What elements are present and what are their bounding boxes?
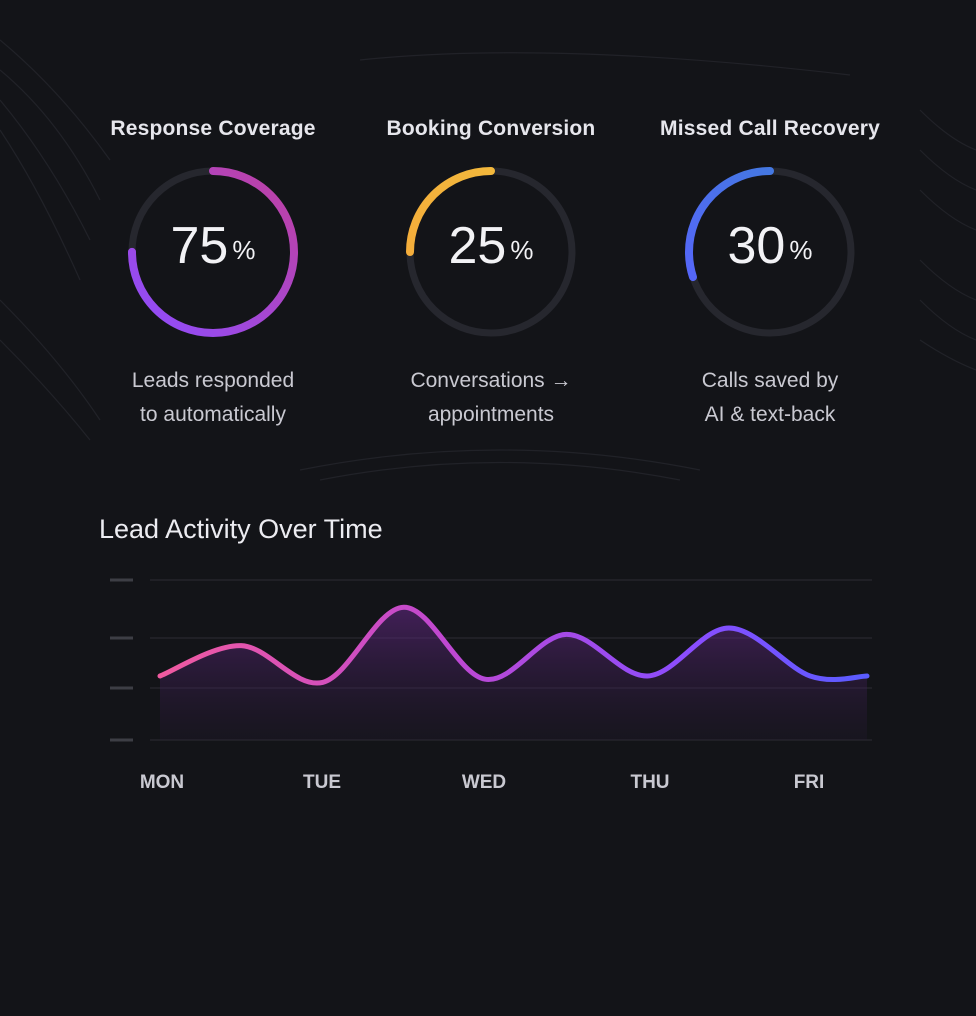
x-axis-labels: MON TUE WED THU FRI — [140, 772, 824, 793]
metric-description-line2: AI & text-back — [704, 403, 836, 426]
ring-svg — [406, 167, 576, 337]
metric-value: 75% — [123, 216, 303, 276]
metric-description: Conversations → appointments — [351, 364, 631, 432]
metric-booking-conversion: Booking Conversion 25% Conversations → a… — [351, 112, 631, 432]
series-area — [160, 607, 867, 740]
metric-description: Calls saved by AI & text-back — [630, 364, 910, 432]
metric-value-number: 30 — [727, 217, 786, 275]
lead-activity-chart: MON TUE WED THU FRI — [110, 578, 872, 793]
metric-value-unit: % — [510, 235, 534, 265]
metric-description-line1: Conversations → — [410, 369, 572, 392]
x-axis-label: TUE — [303, 772, 341, 793]
metric-value-unit: % — [789, 235, 813, 265]
x-axis-label: THU — [630, 772, 669, 793]
metric-missed-call-recovery: Missed Call Recovery 30% Calls saved by … — [630, 112, 910, 432]
progress-ring: 30% — [680, 162, 860, 342]
ring-progress-arc — [128, 167, 298, 337]
x-axis-label: MON — [140, 772, 184, 793]
metric-value-number: 75 — [170, 217, 229, 275]
series-line — [157, 604, 870, 686]
metric-title: Missed Call Recovery — [660, 117, 880, 140]
metric-value: 30% — [680, 216, 860, 276]
metric-description-line1: Leads responded — [131, 369, 295, 392]
ring-progress-arc — [406, 167, 576, 337]
x-axis-label: WED — [462, 772, 506, 793]
metric-description-line1: Calls saved by — [701, 369, 839, 392]
ring-svg — [685, 167, 855, 337]
ring-progress-arc — [685, 167, 855, 337]
metric-description-line2: to automatically — [140, 403, 286, 426]
metric-value-number: 25 — [448, 217, 507, 275]
metric-response-coverage: Response Coverage 75% Leads responded to… — [73, 112, 353, 432]
chart-title: Lead Activity Over Time — [99, 514, 383, 544]
metric-value-unit: % — [232, 235, 256, 265]
metric-value: 25% — [401, 216, 581, 276]
metric-title: Booking Conversion — [386, 117, 596, 140]
chart-series — [157, 604, 870, 740]
metric-description-line2: appointments — [427, 403, 555, 426]
metric-title: Response Coverage — [110, 117, 316, 140]
progress-ring: 25% — [401, 162, 581, 342]
ring-svg — [128, 167, 298, 337]
progress-ring: 75% — [123, 162, 303, 342]
x-axis-label: FRI — [794, 772, 825, 793]
metric-description: Leads responded to automatically — [73, 364, 353, 432]
